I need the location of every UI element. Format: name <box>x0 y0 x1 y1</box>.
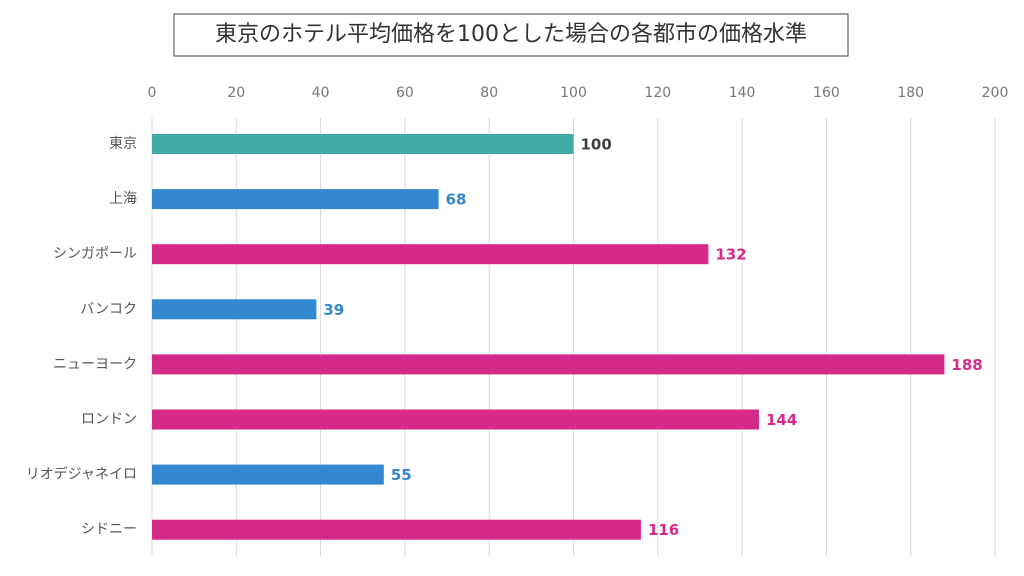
value-label: 132 <box>715 246 746 264</box>
bar <box>152 189 439 210</box>
bar <box>152 244 709 265</box>
bar <box>152 299 317 320</box>
bar <box>152 409 759 430</box>
x-tick-label: 160 <box>813 85 840 101</box>
value-label: 144 <box>766 411 797 429</box>
y-tick-label: 東京 <box>109 136 137 152</box>
y-tick-label: ニューヨーク <box>53 356 137 372</box>
x-tick-label: 0 <box>148 85 157 101</box>
bar <box>152 519 641 540</box>
value-label: 100 <box>581 136 612 154</box>
x-tick-label: 180 <box>897 85 924 101</box>
x-tick-label: 200 <box>982 85 1009 101</box>
value-label: 55 <box>391 466 412 484</box>
x-tick-label: 120 <box>644 85 671 101</box>
x-tick-label: 80 <box>480 85 498 101</box>
y-tick-label: ロンドン <box>81 412 137 428</box>
y-tick-label: バンコク <box>80 301 137 317</box>
y-tick-label: リオデジャネイロ <box>26 466 137 483</box>
x-tick-label: 40 <box>312 85 330 101</box>
title-box <box>173 13 849 57</box>
x-tick-label: 100 <box>560 85 587 101</box>
x-tick-label: 140 <box>729 85 756 101</box>
y-tick-label: シンガポール <box>53 246 137 262</box>
y-tick-label: シドニー <box>81 522 137 538</box>
chart-title: 東京のホテル平均価格を100とした場合の各都市の価格水準 <box>215 22 807 47</box>
value-label: 188 <box>951 356 982 374</box>
x-tick-label: 20 <box>227 85 245 101</box>
value-label: 68 <box>446 191 467 209</box>
bar <box>152 134 574 154</box>
bar <box>152 354 945 375</box>
x-tick-label: 60 <box>396 85 414 101</box>
bar <box>152 464 384 485</box>
value-label: 39 <box>323 301 344 319</box>
value-label: 116 <box>648 521 679 539</box>
y-tick-label: 上海 <box>109 191 137 207</box>
